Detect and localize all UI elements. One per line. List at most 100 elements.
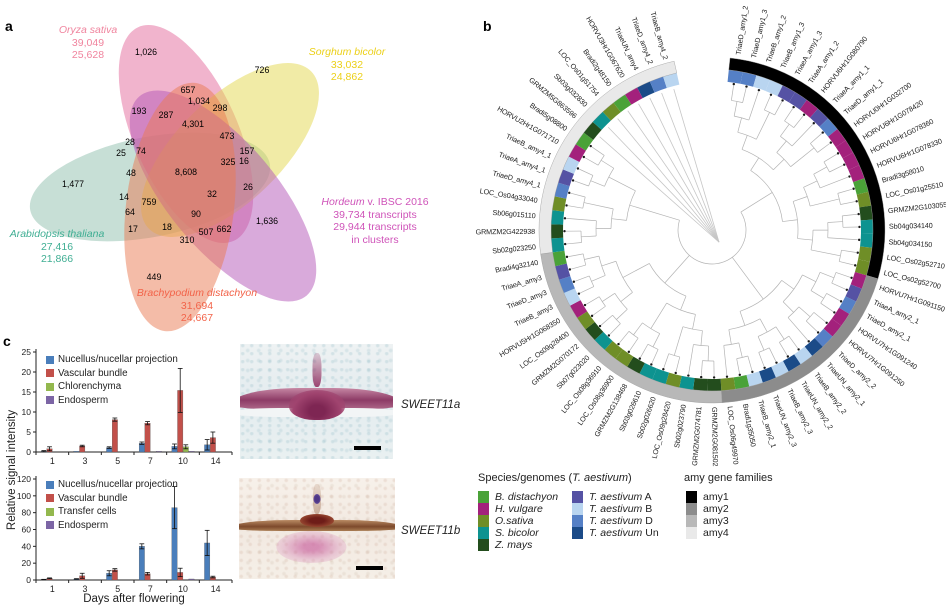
chart-legend-swatch	[46, 480, 54, 489]
tree-fan-branch	[617, 118, 720, 243]
tree-leaf-label: LOC_Os04g33040	[479, 186, 538, 205]
tree-branch	[810, 249, 841, 257]
legend-item: amy3	[686, 515, 729, 527]
tree-tip-dot	[617, 342, 620, 346]
y-tick-label: 40	[22, 541, 32, 551]
y-tick-label: 0	[26, 575, 31, 585]
stained-dome	[288, 390, 345, 420]
x-tick-label: 14	[211, 584, 221, 594]
x-tick-label: 3	[83, 584, 88, 594]
tree-branch	[780, 123, 790, 137]
tree-tip-dot	[687, 374, 690, 377]
tree-branch	[602, 293, 616, 302]
chart-legend-swatch	[46, 355, 54, 364]
venn-set-label: Sorghum bicolor 33,032 24,862	[308, 46, 386, 83]
y-tick-label: 0	[26, 447, 31, 457]
tree-tip-dot	[650, 363, 653, 366]
chart-legend-item: Transfer cells	[46, 505, 178, 519]
tree-fan-branch	[649, 97, 720, 243]
species-ring-segment	[856, 191, 872, 208]
tree-branch	[757, 336, 765, 351]
chart-legend-item: Endosperm	[46, 519, 178, 533]
species-ring-segment	[551, 224, 564, 239]
tree-branch	[840, 201, 856, 205]
tree-tip-dot	[857, 238, 861, 242]
venn-region-count: 1,636	[256, 216, 278, 226]
species-ring-segment	[746, 371, 763, 387]
tree-tip-dot	[836, 152, 840, 155]
tree-tip-dot	[751, 370, 754, 374]
species-ring-segment	[551, 237, 565, 253]
species-ring-segment	[788, 92, 807, 110]
tree-leaf-label: TriaeA_amy3	[500, 273, 542, 293]
tree-branch	[583, 202, 614, 210]
species-ring-segment	[835, 140, 854, 159]
tree-branch	[571, 264, 586, 270]
y-tick-label: 120	[17, 474, 31, 484]
y-tick-label: 20	[22, 558, 32, 568]
tree-branch	[567, 205, 583, 209]
tree-branch	[570, 192, 586, 198]
legend-swatch	[572, 527, 583, 539]
tree-branch	[566, 242, 582, 245]
tree-branch	[790, 147, 815, 167]
tree-branch	[810, 290, 824, 299]
species-ring-segment	[592, 111, 611, 130]
venn-region-count: 287	[159, 110, 174, 120]
tree-branch	[591, 275, 606, 282]
tree-tip-dot	[571, 179, 575, 182]
legend-label: O.sativa	[495, 515, 534, 527]
species-ring-segment	[555, 263, 571, 280]
venn-region-count: 90	[191, 209, 201, 219]
tree-tip-dot	[845, 288, 849, 292]
tree-leaf-label: Sb02g023790	[672, 404, 688, 449]
bar	[188, 451, 195, 453]
tree-branch	[651, 349, 659, 364]
x-tick-label: 10	[178, 456, 188, 466]
tree-branch	[652, 333, 661, 348]
tree-tip-dot	[590, 314, 594, 318]
tree-tip-dot	[855, 200, 858, 203]
tree-tip-dot	[576, 167, 580, 170]
x-tick-label: 10	[178, 584, 188, 594]
legend-label: T. aestivum B	[589, 503, 653, 515]
tree-tip-dot	[583, 303, 587, 307]
tree-leaf-label: GRMZM2G103055	[888, 200, 946, 215]
species-ring-segment	[652, 368, 670, 385]
tree-branch	[580, 286, 594, 294]
x-tick-label: 5	[115, 584, 120, 594]
species-ring-segment	[585, 321, 604, 341]
species-ring-segment	[759, 366, 776, 383]
tree-tip-dot	[786, 355, 790, 358]
tree-branch	[622, 263, 650, 278]
venn-region-count: 473	[220, 131, 235, 141]
tree-leaf-label: LOC_Os01g25510	[885, 180, 944, 200]
panel-b-label: b	[483, 18, 492, 34]
tree-tip-dot	[589, 144, 592, 148]
tree-branch	[673, 326, 684, 356]
tree-branch	[579, 168, 594, 176]
species-ring-segment	[804, 338, 823, 357]
tree-tip-dot	[775, 361, 778, 364]
venn-region-count: 726	[255, 65, 270, 75]
tree-branch	[768, 347, 777, 362]
venn-set-label: Hordeum v. IBSC 2016 39,734 transcripts 29…	[321, 196, 429, 246]
tree-branch	[841, 249, 857, 253]
legend-label: B. distachyon	[495, 491, 559, 503]
legend-label: amy2	[703, 503, 729, 515]
venn-region-count: 74	[136, 146, 146, 156]
venn-region-count: 18	[162, 222, 172, 232]
venn-region-count: 16	[239, 156, 249, 166]
legend-label: Z. mays	[495, 539, 533, 551]
tree-branch	[784, 108, 794, 122]
tree-branch	[600, 315, 613, 326]
legend-label: H. vulgare	[495, 503, 543, 515]
tree-branch	[764, 96, 771, 111]
species-ring-segment	[637, 81, 655, 99]
legend-item: amy4	[686, 527, 729, 539]
tree-branch	[619, 331, 630, 344]
tree-branch	[566, 218, 597, 222]
tree-tip-dot	[568, 268, 572, 271]
venn-ellipse	[124, 82, 236, 332]
